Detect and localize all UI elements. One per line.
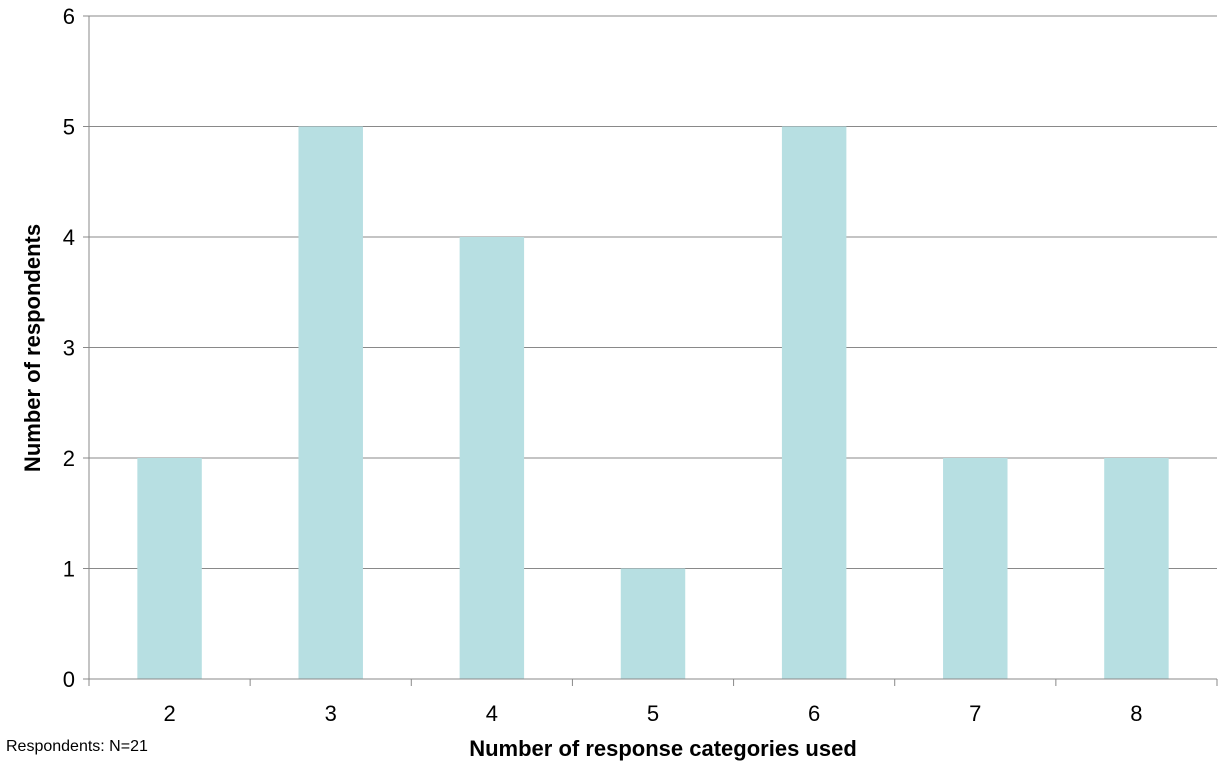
x-tick-label: 2 — [163, 701, 175, 726]
x-tick-label: 4 — [486, 701, 498, 726]
y-axis-title: Number of respondents — [20, 224, 45, 472]
x-tick-label: 7 — [969, 701, 981, 726]
bar-6 — [781, 126, 847, 679]
bar-7 — [943, 458, 1008, 679]
y-tick-label: 3 — [63, 336, 75, 361]
bar-8 — [1104, 458, 1169, 679]
y-tick-label: 1 — [63, 557, 75, 582]
x-tick-label: 6 — [808, 701, 820, 726]
y-tick-label: 4 — [63, 225, 75, 250]
respondents-note: Respondents: N=21 — [6, 738, 148, 755]
y-tick-label: 2 — [63, 446, 75, 471]
axes — [83, 15, 1218, 686]
bar-4 — [459, 237, 525, 679]
x-tick-labels: 2 3 4 5 6 7 8 — [163, 701, 1142, 726]
bar-5 — [620, 568, 686, 679]
bar-2 — [137, 458, 202, 679]
gridlines — [89, 15, 1217, 569]
x-axis-title: Number of response categories used — [469, 736, 857, 761]
y-tick-labels: 0 1 2 3 4 5 6 — [63, 4, 75, 692]
y-tick-label: 0 — [63, 667, 75, 692]
bar-3 — [298, 126, 363, 679]
x-tick-label: 3 — [325, 701, 337, 726]
x-tick-label: 5 — [647, 701, 659, 726]
y-tick-label: 5 — [63, 115, 75, 140]
y-tick-label: 6 — [63, 4, 75, 29]
x-tick-label: 8 — [1130, 701, 1142, 726]
bars — [137, 126, 1169, 679]
